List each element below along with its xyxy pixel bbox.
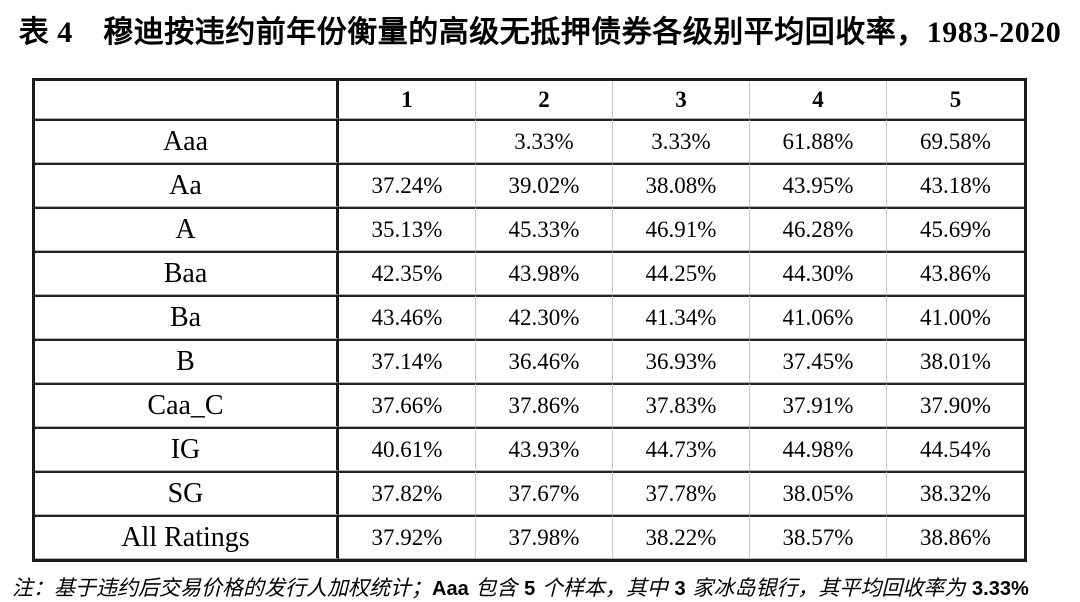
row-label: B	[35, 339, 339, 383]
cell-value: 38.57%	[750, 515, 887, 559]
cell-value: 43.93%	[476, 427, 613, 471]
cell-value: 37.83%	[613, 383, 750, 427]
cell-value: 37.67%	[476, 471, 613, 515]
footnote-text: 5	[524, 578, 536, 600]
cell-value: 43.95%	[750, 163, 887, 207]
cell-value: 37.98%	[476, 515, 613, 559]
cell-value: 44.25%	[613, 251, 750, 295]
row-label: Baa	[35, 251, 339, 295]
cell-value: 44.54%	[887, 427, 1024, 471]
cell-value: 36.93%	[613, 339, 750, 383]
cell-value: 46.91%	[613, 207, 750, 251]
row-label: All Ratings	[35, 515, 339, 559]
cell-value: 37.24%	[339, 163, 476, 207]
cell-value: 43.86%	[887, 251, 1024, 295]
footnote-text: 3.33%	[972, 578, 1029, 600]
cell-value: 36.46%	[476, 339, 613, 383]
cell-value: 38.32%	[887, 471, 1024, 515]
cell-value: 42.35%	[339, 251, 476, 295]
column-header-4: 4	[750, 81, 887, 119]
cell-value: 37.90%	[887, 383, 1024, 427]
cell-value: 37.91%	[750, 383, 887, 427]
cell-value: 41.34%	[613, 295, 750, 339]
table-row: Baa 42.35% 43.98% 44.25% 44.30% 43.86%	[35, 251, 1024, 295]
row-label: Caa_C	[35, 383, 339, 427]
table-row: IG 40.61% 43.93% 44.73% 44.98% 44.54%	[35, 427, 1024, 471]
column-header-2: 2	[476, 81, 613, 119]
cell-value: 43.98%	[476, 251, 613, 295]
footnote-text: 个样本，其中	[535, 576, 675, 600]
cell-value: 61.88%	[750, 119, 887, 163]
row-label: Ba	[35, 295, 339, 339]
cell-value: 37.82%	[339, 471, 476, 515]
cell-value: 38.05%	[750, 471, 887, 515]
recovery-rate-table: 1 2 3 4 5 Aaa 3.33% 3.33% 61.88% 69.58%	[32, 78, 1027, 562]
cell-value: 43.18%	[887, 163, 1024, 207]
column-header-5: 5	[887, 81, 1024, 119]
cell-value: 44.73%	[613, 427, 750, 471]
cell-value: 37.92%	[339, 515, 476, 559]
cell-value: 39.02%	[476, 163, 613, 207]
table-row: Aaa 3.33% 3.33% 61.88% 69.58%	[35, 119, 1024, 163]
cell-value: 44.30%	[750, 251, 887, 295]
cell-value: 45.69%	[887, 207, 1024, 251]
column-header-1: 1	[339, 81, 476, 119]
cell-value: 38.86%	[887, 515, 1024, 559]
cell-value: 3.33%	[613, 119, 750, 163]
footnote-text: 家冰岛银行，其平均回收率为	[685, 576, 973, 600]
table-container: 1 2 3 4 5 Aaa 3.33% 3.33% 61.88% 69.58%	[32, 78, 1027, 562]
cell-value: 43.46%	[339, 295, 476, 339]
cell-value: 37.78%	[613, 471, 750, 515]
cell-value: 45.33%	[476, 207, 613, 251]
table-row: B 37.14% 36.46% 36.93% 37.45% 38.01%	[35, 339, 1024, 383]
header-row: 1 2 3 4 5	[35, 81, 1024, 119]
cell-value: 38.08%	[613, 163, 750, 207]
footnote-text: 包含	[468, 576, 525, 600]
cell-value: 37.14%	[339, 339, 476, 383]
cell-value: 3.33%	[476, 119, 613, 163]
table-row: Caa_C 37.66% 37.86% 37.83% 37.91% 37.90%	[35, 383, 1024, 427]
row-label: A	[35, 207, 339, 251]
cell-value: 42.30%	[476, 295, 613, 339]
cell-value: 44.98%	[750, 427, 887, 471]
table-row: A 35.13% 45.33% 46.91% 46.28% 45.69%	[35, 207, 1024, 251]
row-label: Aaa	[35, 119, 339, 163]
table-row: All Ratings 37.92% 37.98% 38.22% 38.57% …	[35, 515, 1024, 559]
column-header-3: 3	[613, 81, 750, 119]
footnote-text: 注：基于违约后交易价格的发行人加权统计；	[12, 576, 432, 600]
cell-value	[339, 119, 476, 163]
corner-cell	[35, 81, 339, 119]
cell-value: 41.06%	[750, 295, 887, 339]
footnote-text: Aaa	[432, 578, 469, 600]
cell-value: 38.22%	[613, 515, 750, 559]
table-footnote: 注：基于违约后交易价格的发行人加权统计；Aaa 包含 5 个样本，其中 3 家冰…	[12, 572, 1072, 602]
cell-value: 40.61%	[339, 427, 476, 471]
row-label: IG	[35, 427, 339, 471]
cell-value: 37.66%	[339, 383, 476, 427]
cell-value: 38.01%	[887, 339, 1024, 383]
cell-value: 69.58%	[887, 119, 1024, 163]
cell-value: 35.13%	[339, 207, 476, 251]
table-row: Ba 43.46% 42.30% 41.34% 41.06% 41.00%	[35, 295, 1024, 339]
footnote-text: 3	[674, 578, 686, 600]
row-label: Aa	[35, 163, 339, 207]
cell-value: 37.86%	[476, 383, 613, 427]
table-row: SG 37.82% 37.67% 37.78% 38.05% 38.32%	[35, 471, 1024, 515]
row-label: SG	[35, 471, 339, 515]
cell-value: 41.00%	[887, 295, 1024, 339]
cell-value: 46.28%	[750, 207, 887, 251]
table-row: Aa 37.24% 39.02% 38.08% 43.95% 43.18%	[35, 163, 1024, 207]
table-title: 表 4 穆迪按违约前年份衡量的高级无抵押债券各级别平均回收率，1983-2020	[18, 16, 1062, 49]
cell-value: 37.45%	[750, 339, 887, 383]
